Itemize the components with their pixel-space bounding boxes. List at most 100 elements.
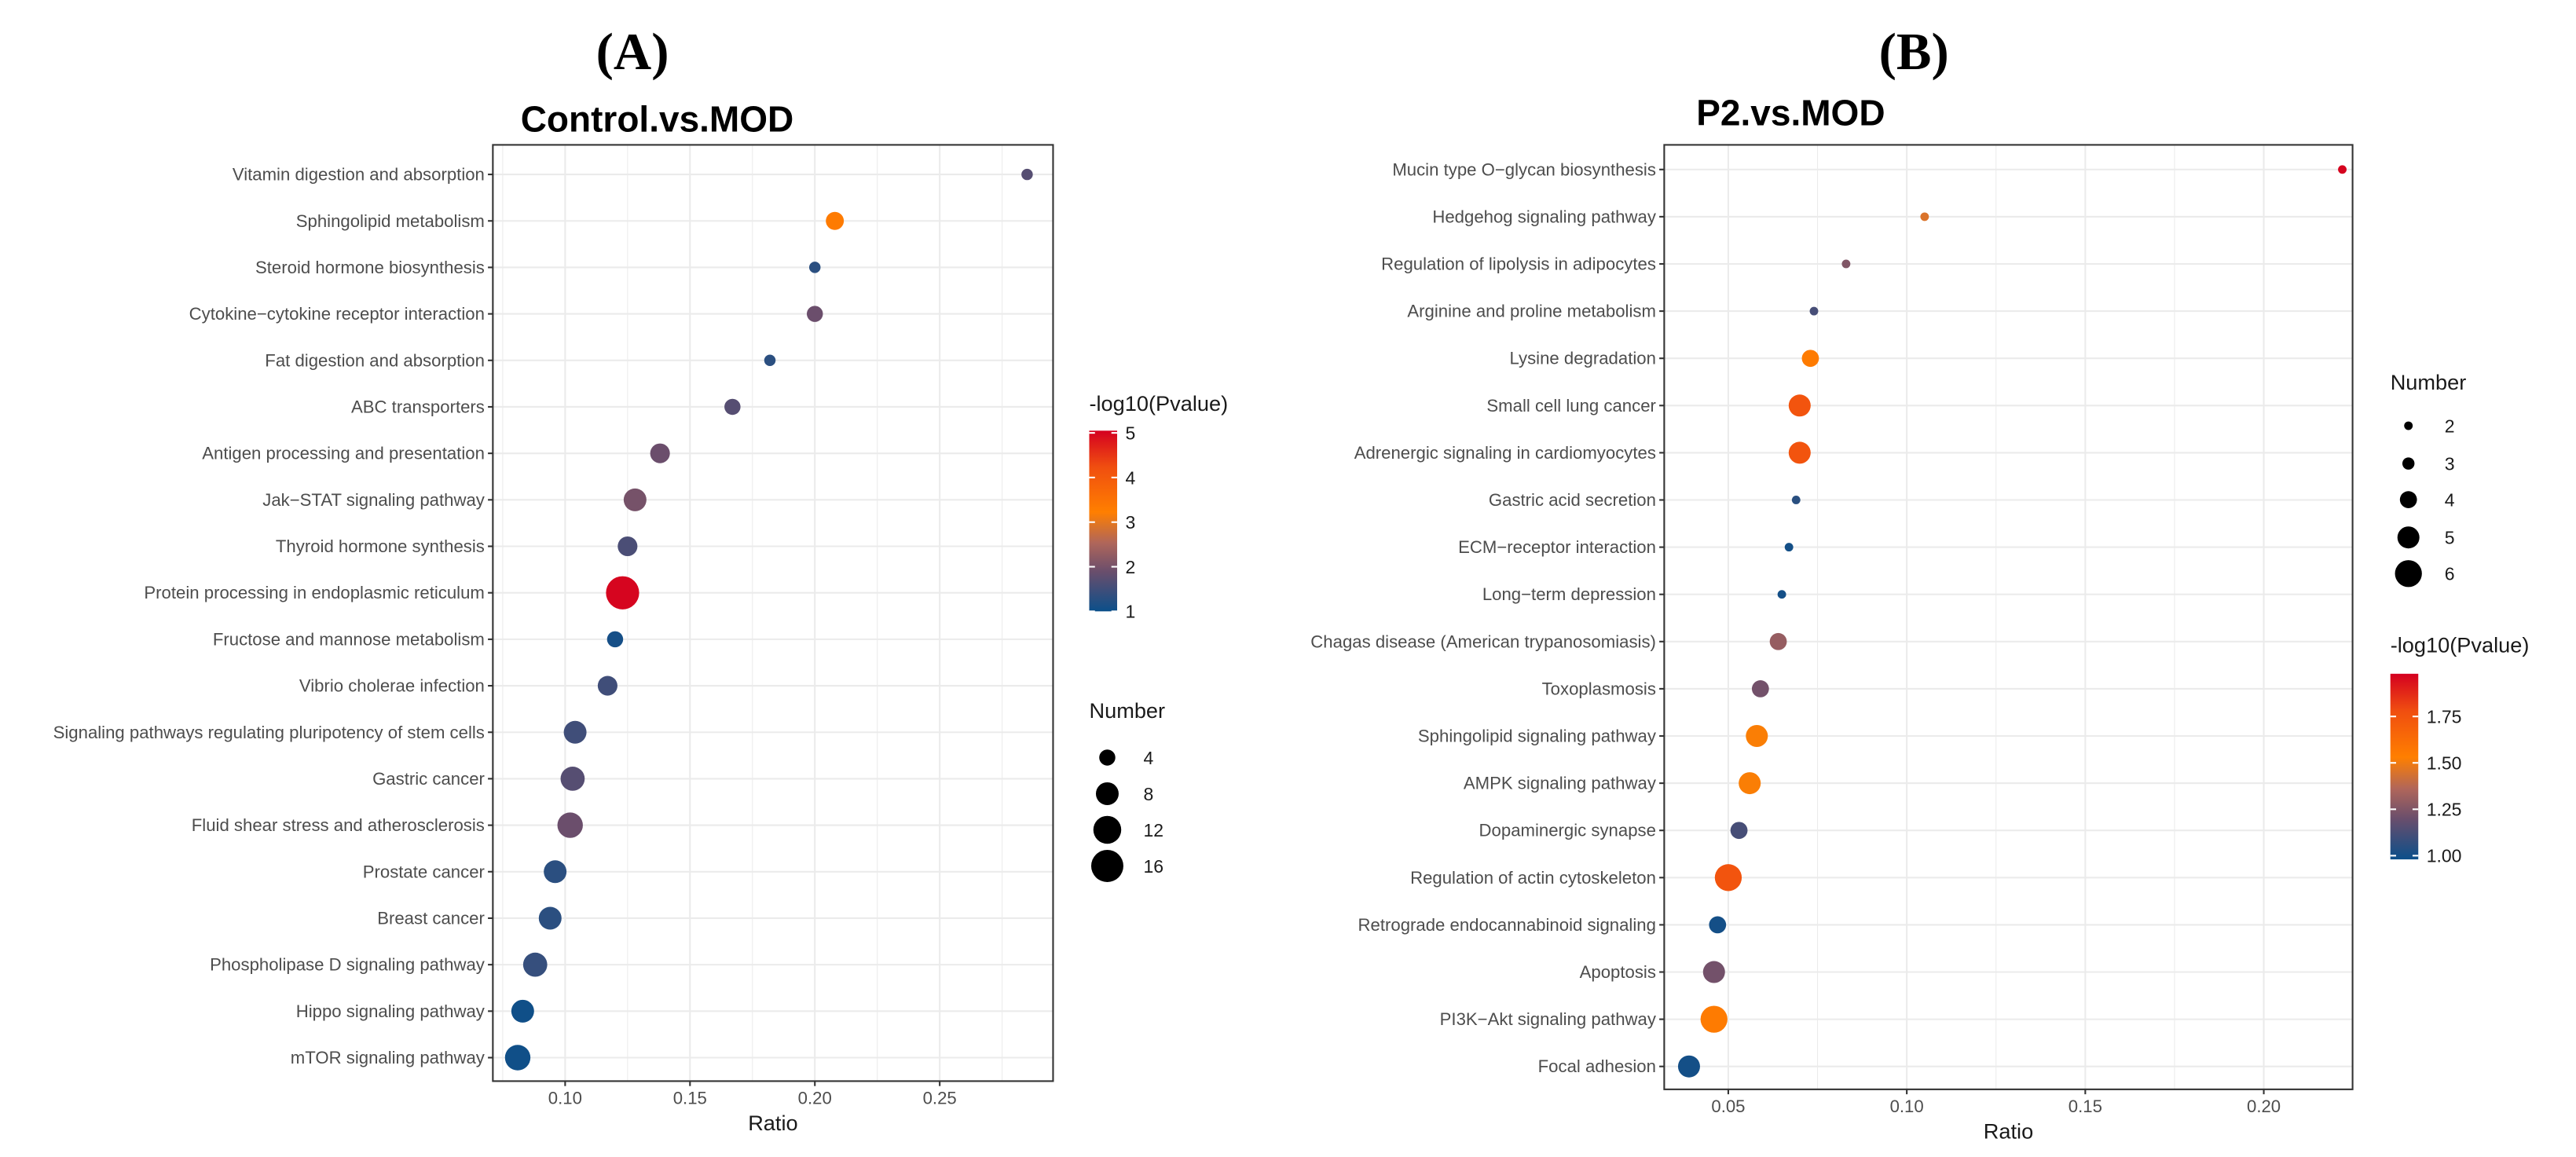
x-tick-label: 0.15: [673, 1089, 707, 1108]
y-tick-label: Long−term depression: [1482, 584, 1656, 604]
y-tick-label: Signaling pathways regulating pluripoten…: [53, 723, 485, 742]
y-tick-label: Thyroid hormone synthesis: [276, 536, 485, 556]
data-point: [1801, 350, 1819, 368]
y-tick-label: Regulation of actin cytoskeleton: [1410, 868, 1656, 888]
size-legend-key: [2402, 457, 2415, 470]
y-tick-label: Fluid shear stress and atherosclerosis: [192, 815, 485, 835]
plot-border: [492, 144, 1054, 1082]
y-tick-label: Retrograde endocannabinoid signaling: [1358, 915, 1656, 935]
y-tick-label: mTOR signaling pathway: [291, 1048, 486, 1067]
size-legend-title: Number: [2391, 370, 2467, 394]
y-tick-label: Jak−STAT signaling pathway: [262, 490, 486, 510]
data-point: [623, 488, 647, 511]
data-point: [1788, 441, 1811, 464]
size-legend-label: 4: [2445, 489, 2455, 510]
y-tick-label: Fructose and mannose metabolism: [213, 629, 485, 649]
y-tick-label: Phospholipase D signaling pathway: [210, 955, 486, 975]
size-legend-key: [1095, 782, 1119, 805]
size-legend-key: [1093, 815, 1122, 844]
y-tick-label: Hippo signaling pathway: [296, 1001, 486, 1021]
size-legend-label: 12: [1143, 820, 1163, 840]
plot-background: [1664, 145, 2353, 1089]
y-tick-label: Apoptosis: [1580, 962, 1656, 982]
color-legend-label: 1.25: [2427, 800, 2462, 820]
data-point: [1809, 306, 1819, 316]
size-legend-label: 4: [1143, 748, 1153, 768]
y-tick-label: Breast cancer: [377, 908, 485, 928]
y-tick-label: Hedgehog signaling pathway: [1432, 207, 1656, 226]
size-legend-label: 6: [2445, 564, 2455, 584]
y-tick-label: ABC transporters: [351, 397, 485, 416]
size-legend-key: [2395, 560, 2422, 588]
size-legend-key: [2404, 421, 2413, 430]
data-point: [1784, 543, 1794, 552]
y-tick-label: ECM−receptor interaction: [1458, 537, 1656, 557]
color-legend-label: 4: [1125, 467, 1135, 488]
x-tick-label: 0.10: [548, 1089, 582, 1108]
color-legend-label: 1.50: [2427, 753, 2462, 774]
data-point: [808, 262, 821, 273]
data-point: [597, 676, 617, 696]
plot-background: [493, 145, 1053, 1082]
y-tick-label: Dopaminergic synapse: [1479, 821, 1656, 840]
color-bar: [1089, 430, 1118, 612]
data-point: [1746, 724, 1768, 748]
data-point: [511, 999, 534, 1023]
y-tick-label: Small cell lung cancer: [1486, 396, 1656, 416]
size-legend-label: 5: [2445, 528, 2455, 548]
size-legend-key: [2397, 526, 2420, 549]
data-point: [1791, 496, 1801, 504]
y-tick-label: Lysine degradation: [1510, 349, 1656, 368]
data-point: [1920, 212, 1929, 222]
data-point: [1739, 772, 1761, 795]
color-legend-label: 1.00: [2427, 846, 2462, 866]
data-point: [1702, 961, 1725, 983]
data-point: [1841, 259, 1851, 269]
y-tick-label: Fat digestion and absorption: [265, 350, 485, 370]
data-point: [544, 860, 567, 884]
y-tick-label: Gastric cancer: [372, 769, 485, 789]
color-legend-title: -log10(Pvalue): [2391, 633, 2530, 657]
data-point: [606, 576, 639, 610]
size-legend-label: 16: [1143, 856, 1163, 877]
y-tick-label: AMPK signaling pathway: [1464, 774, 1657, 793]
color-legend-label: 1.75: [2427, 707, 2462, 727]
color-legend-label: 2: [1125, 557, 1135, 577]
panel-label: (A): [596, 23, 669, 81]
y-tick-label: Adrenergic signaling in cardiomyocytes: [1354, 443, 1656, 463]
data-point: [1769, 632, 1787, 650]
x-axis-title: Ratio: [1984, 1119, 2033, 1144]
y-tick-label: Antigen processing and presentation: [202, 444, 485, 463]
y-tick-label: Focal adhesion: [1538, 1056, 1656, 1076]
panel-a-control-vs-mod: (A) Control.vs.MOD Vitamin digestion and a…: [53, 23, 1229, 1135]
data-point: [1714, 864, 1742, 892]
data-point: [764, 354, 776, 367]
color-legend-label: 1: [1125, 602, 1135, 622]
color-legend-label: 3: [1125, 512, 1135, 533]
x-tick-label: 0.05: [1711, 1097, 1745, 1116]
panel-b-p2-vs-mod: (B) P2.vs.MOD Mucin type O−glycan biosynth…: [1310, 23, 2529, 1143]
data-point: [557, 812, 583, 838]
y-tick-label: Sphingolipid metabolism: [296, 211, 485, 231]
x-tick-label: 0.10: [1890, 1097, 1924, 1116]
data-point: [606, 631, 624, 648]
size-legend-key: [1099, 749, 1116, 766]
y-tick-label: Gastric acid secretion: [1489, 490, 1656, 510]
y-tick-label: Regulation of lipolysis in adipocytes: [1381, 254, 1656, 274]
data-point: [1730, 822, 1748, 840]
y-tick-label: Cytokine−cytokine receptor interaction: [189, 304, 485, 324]
size-legend-title: Number: [1089, 698, 1165, 723]
data-point: [1788, 394, 1811, 417]
data-point: [806, 306, 823, 322]
data-point: [826, 211, 845, 230]
color-legend-label: 5: [1125, 423, 1135, 443]
size-legend-key: [2399, 491, 2417, 508]
data-point: [1777, 590, 1786, 599]
data-point: [538, 906, 562, 930]
plot-border: [1663, 144, 2354, 1090]
y-tick-label: Sphingolipid signaling pathway: [1418, 727, 1657, 746]
data-point: [724, 398, 741, 416]
data-point: [1677, 1055, 1700, 1078]
y-tick-label: Chagas disease (American trypanosomiasis…: [1310, 632, 1656, 651]
